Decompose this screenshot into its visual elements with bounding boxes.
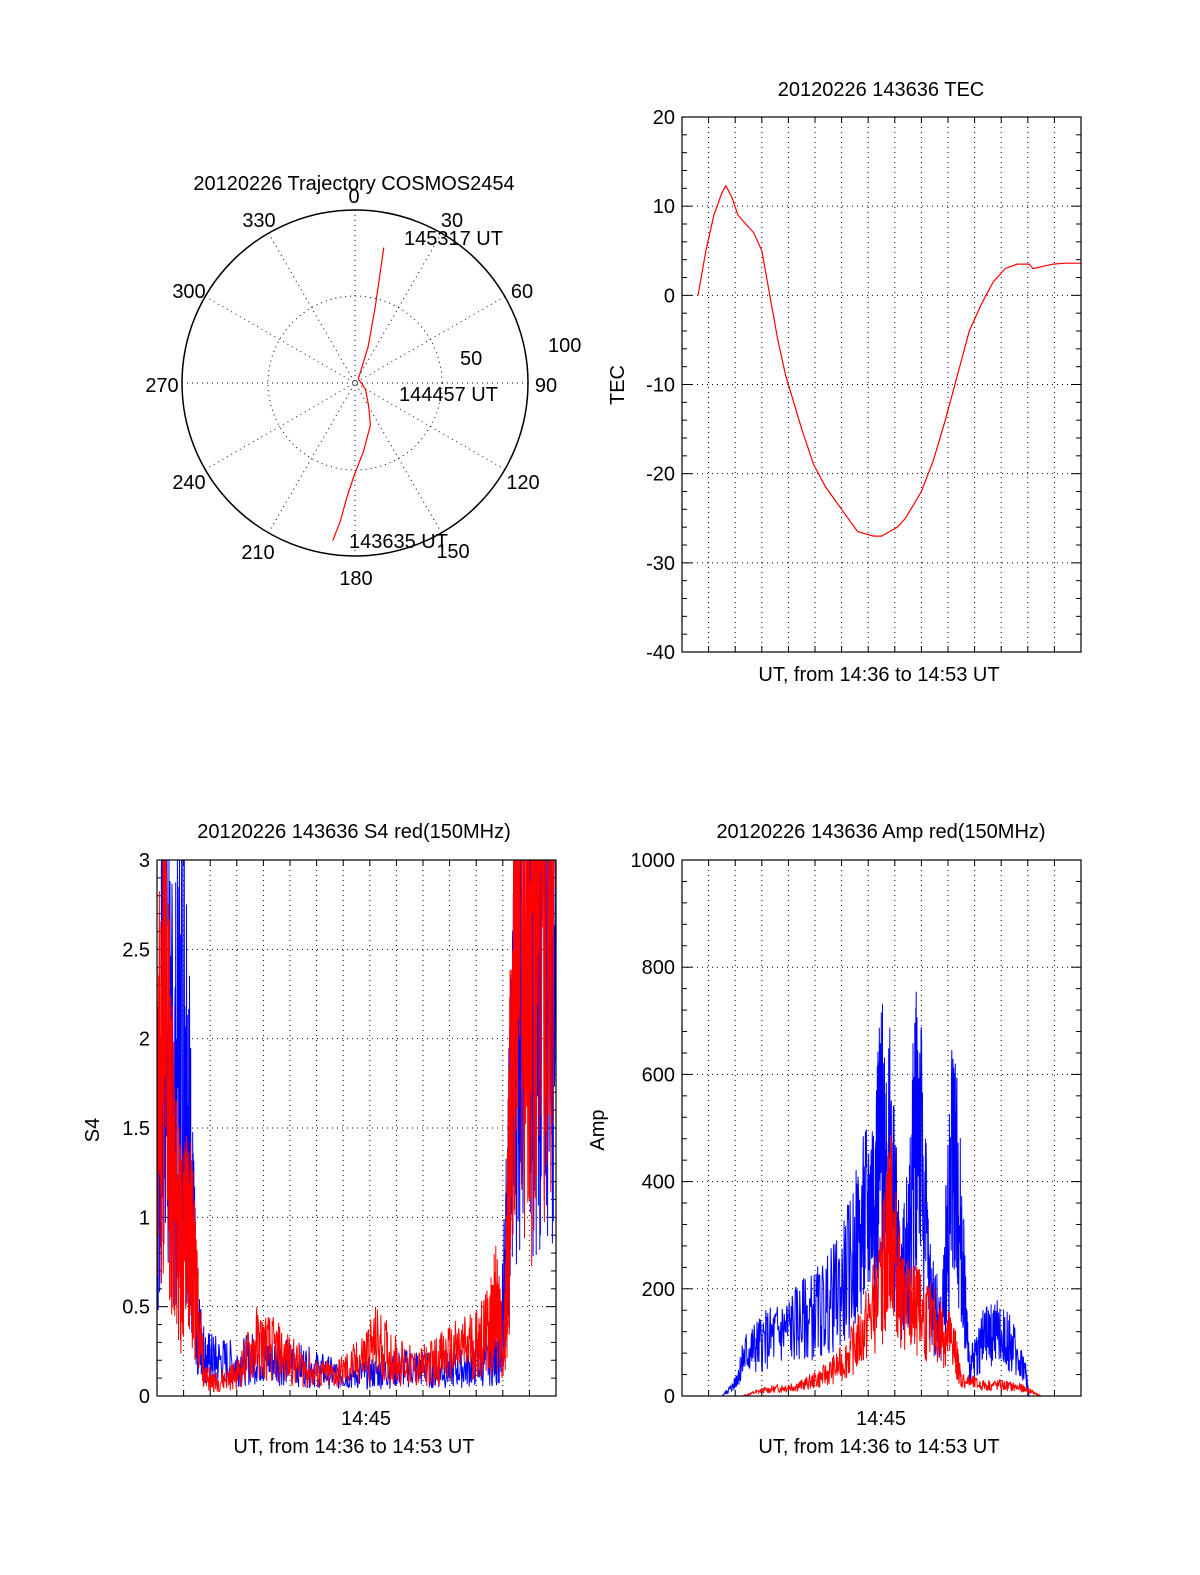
tec-y-tick-label: -10 [646, 375, 675, 397]
tec-y-tick-label: 10 [653, 196, 675, 218]
polar-angle-label: 150 [436, 541, 469, 563]
tec-tick-marks [682, 116, 1081, 653]
s4-title: 20120226 143636 S4 red(150MHz) [197, 821, 511, 843]
s4-y-tick-labels: 3 2.5 2 1.5 1 0.5 0 [122, 850, 150, 1408]
tec-y-tick-label: 20 [653, 107, 675, 129]
polar-angle-label: 0 [348, 186, 359, 208]
amp-plot-frame [681, 859, 1082, 1397]
polar-angle-label: 240 [172, 472, 205, 494]
polar-angle-label: 270 [145, 375, 178, 397]
amp-title: 20120226 143636 Amp red(150MHz) [716, 821, 1045, 843]
polar-radius-label-50: 50 [460, 348, 482, 370]
polar-angle-label: 210 [241, 542, 274, 564]
tec-y-tick-label: -30 [646, 553, 675, 575]
polar-angle-label: 90 [535, 375, 557, 397]
tec-y-axis-label: TEC [607, 365, 629, 405]
tec-title: 20120226 143636 TEC [778, 79, 984, 101]
tec-x-axis-label: UT, from 14:36 to 14:53 UT [758, 664, 999, 686]
polar-inner-ring [267, 295, 443, 471]
amp-x-axis-label: UT, from 14:36 to 14:53 UT [758, 1436, 999, 1458]
s4-panel: 20120226 143636 S4 red(150MHz) 3 2.5 2 1.5 1… [82, 821, 557, 1458]
polar-angle-labels: 0 30 60 90 120 150 180 210 240 270 300 330 [145, 186, 557, 590]
polar-angle-label: 300 [172, 281, 205, 303]
polar-spoke [204, 296, 506, 470]
polar-spoke [268, 232, 442, 534]
amp-y-tick-label: 400 [642, 1172, 675, 1194]
polar-angle-label: 120 [506, 472, 539, 494]
amp-y-tick-label: 200 [642, 1279, 675, 1301]
tec-plot-frame [681, 116, 1082, 653]
s4-y-tick-label: 0 [139, 1386, 150, 1408]
s4-y-axis-label: S4 [82, 1118, 104, 1142]
amp-tick-marks [682, 859, 1081, 1397]
tec-y-tick-label: 0 [664, 285, 675, 307]
tec-y-tick-label: -40 [646, 642, 675, 664]
s4-y-tick-label: 2 [139, 1029, 150, 1051]
s4-x-axis-label: UT, from 14:36 to 14:53 UT [233, 1436, 474, 1458]
polar-title: 20120226 Trajectory COSMOS2454 [193, 173, 514, 195]
tec-y-tick-labels: 20 10 0 -10 -20 -30 -40 [646, 107, 675, 664]
amp-red-series [682, 1134, 1081, 1397]
polar-angle-label: 180 [339, 568, 372, 590]
amp-y-tick-label: 800 [642, 957, 675, 979]
s4-y-tick-label: 1 [139, 1207, 150, 1229]
polar-spoke [204, 296, 506, 470]
tec-gridlines [682, 117, 1081, 652]
amp-blue-series [682, 991, 1081, 1397]
polar-point-label-start: 143635 UT [349, 531, 448, 553]
polar-point-label-mid: 144457 UT [399, 384, 498, 406]
tec-panel: 20120226 143636 TEC 20 10 0 -10 -20 -30 -40 TE… [607, 79, 1082, 686]
polar-angle-label: 60 [511, 281, 533, 303]
polar-panel: 20120226 Trajectory COSMOS2454 0 30 60 90 12… [145, 173, 581, 590]
amp-y-tick-label: 600 [642, 1064, 675, 1086]
s4-y-tick-label: 1.5 [122, 1118, 150, 1140]
s4-red-series [156, 859, 557, 1393]
s4-y-tick-label: 2.5 [122, 939, 150, 961]
polar-point-label-end: 145317 UT [404, 228, 503, 250]
s4-x-tick-label: 14:45 [341, 1408, 391, 1430]
s4-y-tick-label: 0.5 [122, 1297, 150, 1319]
amp-panel: 20120226 143636 Amp red(150MHz) 1000 800 6… [587, 821, 1082, 1458]
amp-y-tick-label: 0 [664, 1386, 675, 1408]
polar-outer-ring [181, 209, 529, 557]
amp-y-tick-label: 1000 [631, 850, 676, 872]
polar-trajectory-line [332, 247, 385, 541]
polar-spokes [182, 210, 528, 556]
tec-series-line [697, 184, 1081, 537]
polar-spoke [268, 232, 442, 534]
amp-y-axis-label: Amp [587, 1109, 609, 1150]
s4-plot-frame [156, 859, 557, 1397]
amp-x-tick-label: 14:45 [856, 1408, 906, 1430]
s4-y-tick-label: 3 [139, 850, 150, 872]
polar-radius-label-100: 100 [548, 335, 581, 357]
polar-angle-label: 330 [242, 210, 275, 232]
polar-angle-label: 30 [441, 210, 463, 232]
amp-y-tick-labels: 1000 800 600 400 200 0 [631, 850, 676, 1408]
tec-y-tick-label: -20 [646, 464, 675, 486]
